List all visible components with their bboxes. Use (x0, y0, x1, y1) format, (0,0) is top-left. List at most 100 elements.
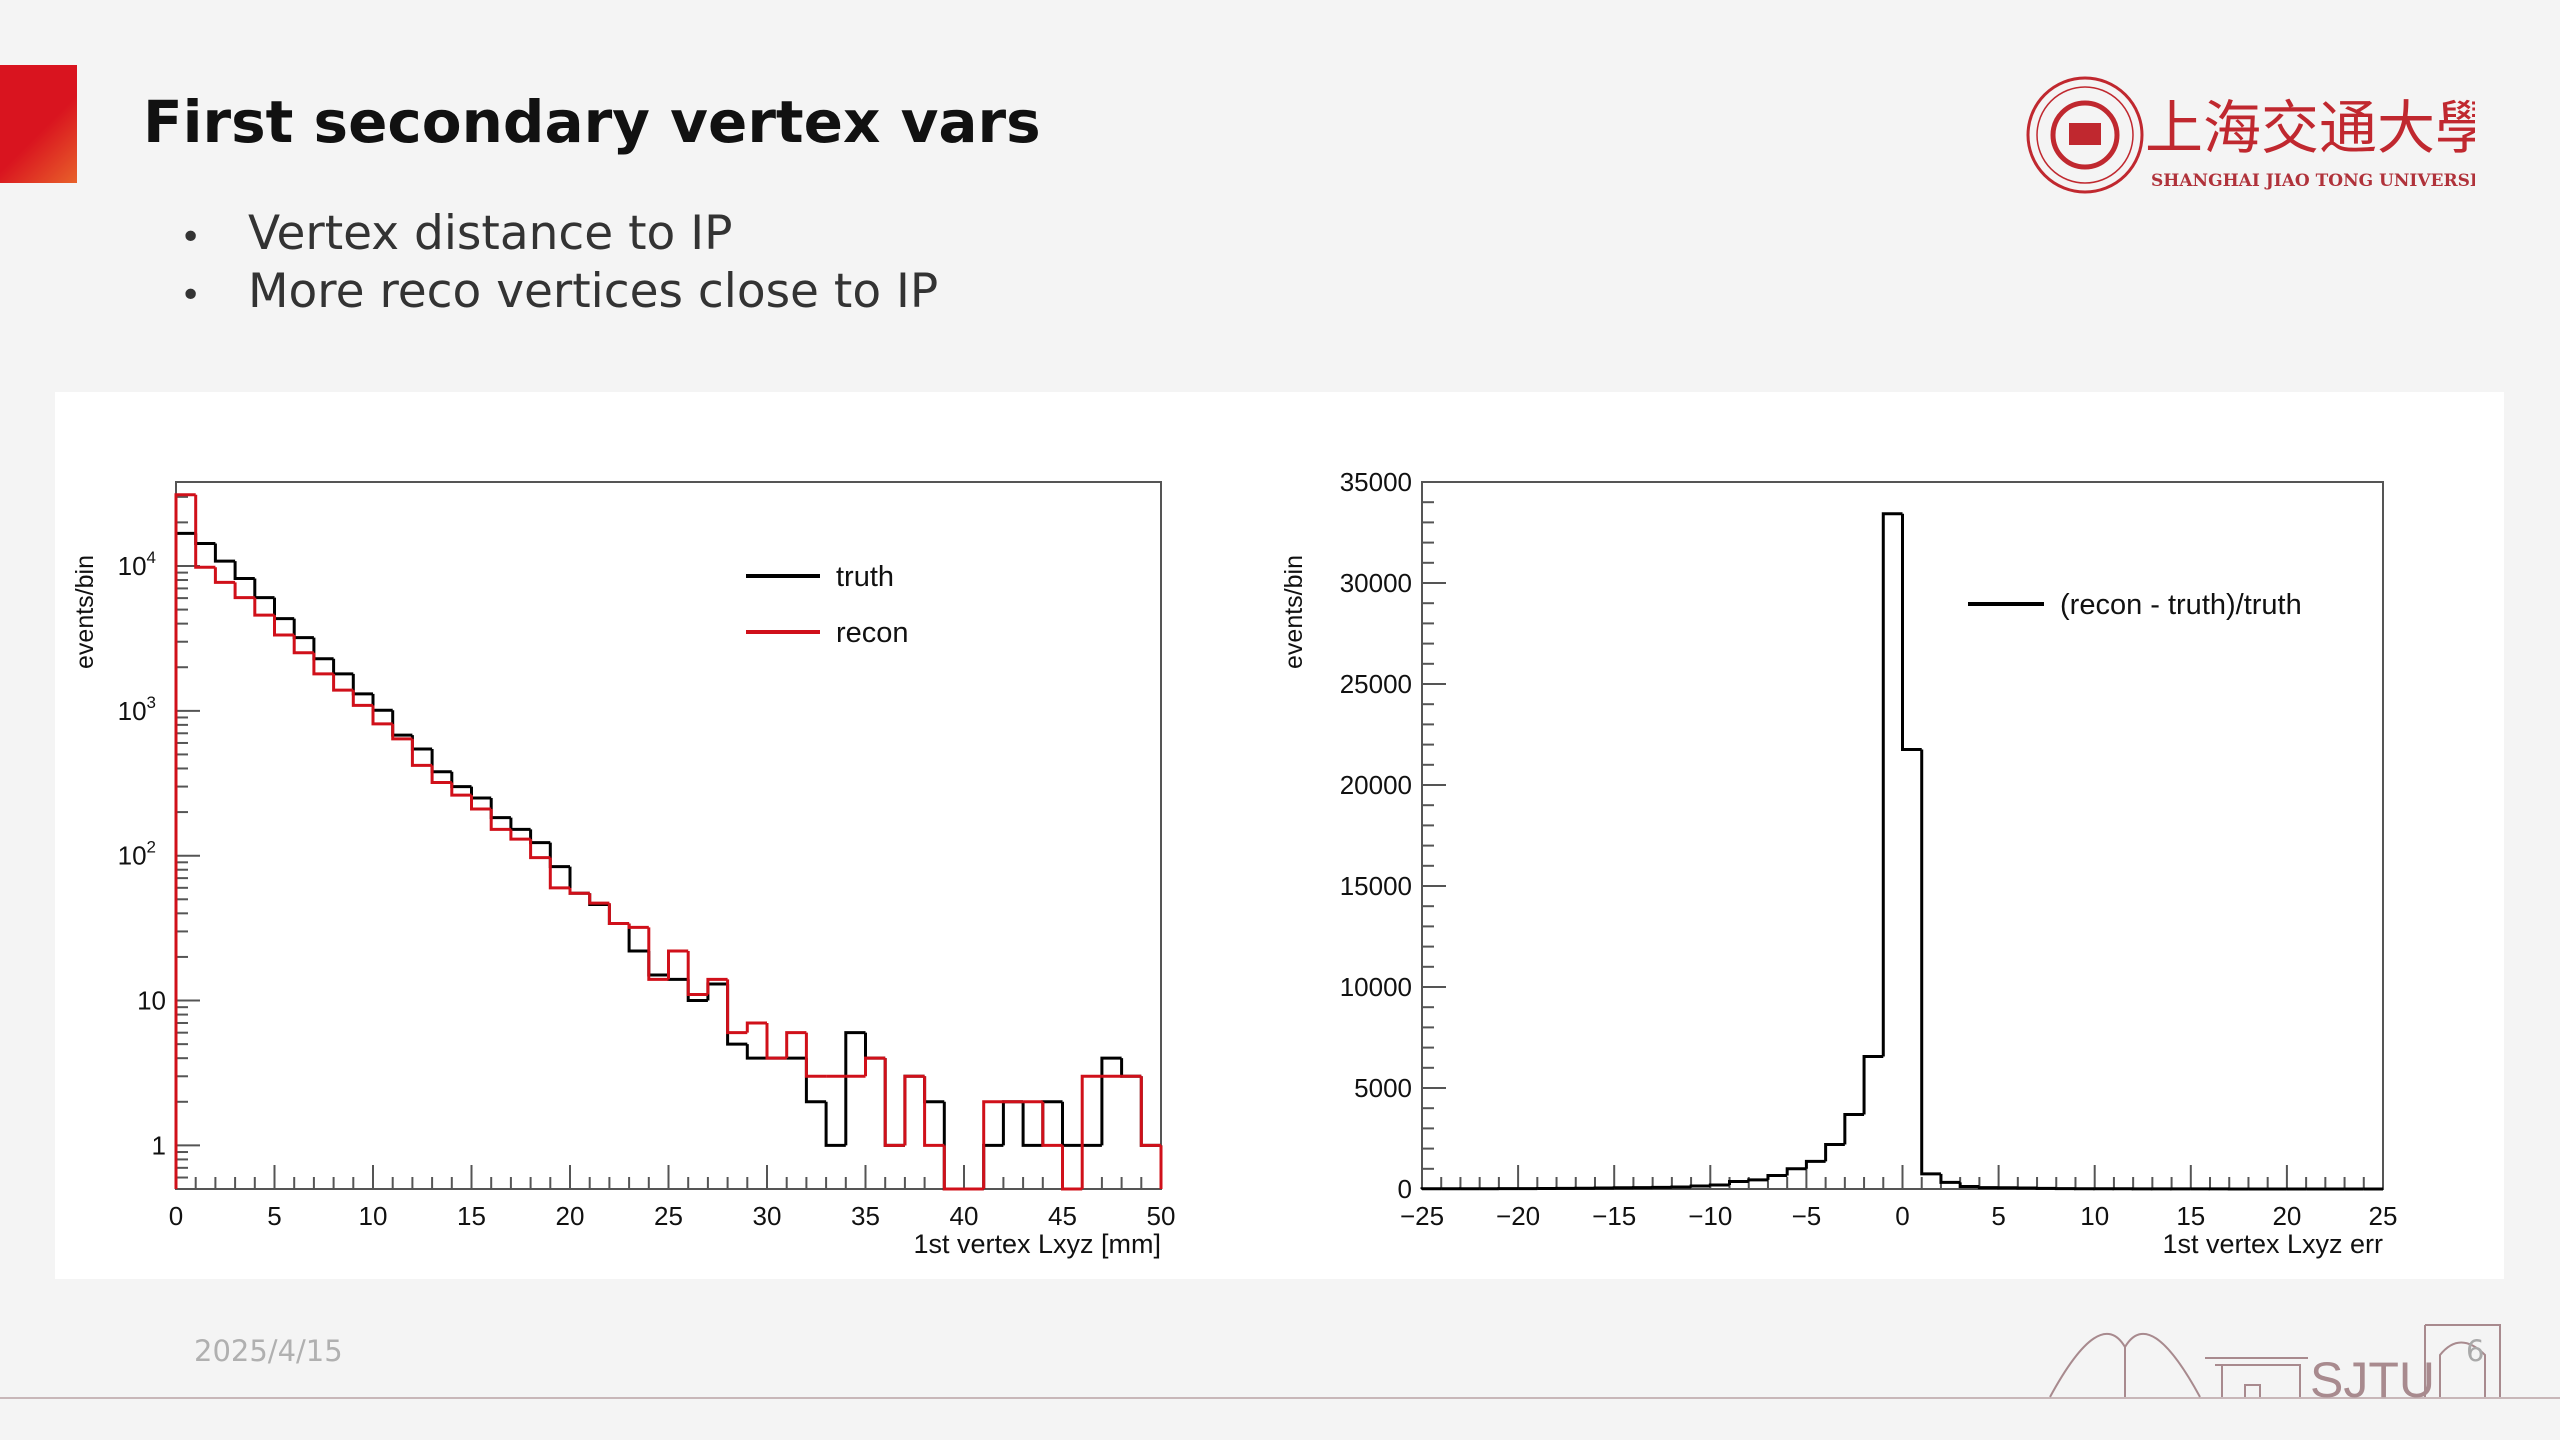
truth-bin (233, 561, 255, 580)
truth-bin (804, 1058, 827, 1104)
x-tick-label: 25 (654, 1201, 683, 1231)
slide-title: First secondary vertex vars (143, 88, 1041, 156)
y-axis-label: events/bin (71, 555, 99, 669)
x-tick-label: 45 (1048, 1201, 1077, 1231)
bullet-icon: • (180, 217, 202, 258)
chart-panel (55, 392, 2504, 1279)
truth-bin (903, 1074, 925, 1146)
x-tick-label: 5 (1991, 1201, 2005, 1231)
recon-bin (233, 582, 255, 600)
recon-bin (351, 690, 373, 707)
truth-bin (410, 735, 433, 751)
truth-bin (942, 1101, 964, 1191)
x-tick-label: −15 (1592, 1201, 1636, 1231)
y-tick-label: 25000 (1340, 669, 1412, 699)
truth-bin (1100, 1056, 1122, 1146)
recon-bin (706, 977, 728, 995)
truth-bin (844, 1031, 866, 1146)
x-tick-label: 35 (851, 1201, 880, 1231)
logo-chinese-text: 上海交通大學 (2145, 94, 2475, 162)
truth-bin (489, 798, 511, 820)
y-tick-base: 10 (118, 696, 147, 726)
chart-2: −25 −20 −15 −10 −5 0 5 10 15 20 25 0 5000 10000 15000 2… (1280, 467, 2397, 1259)
truth-bin (1041, 1100, 1063, 1146)
truth-bin (253, 578, 275, 600)
truth-bin (509, 817, 531, 831)
y-tick-base: 10 (118, 841, 147, 871)
truth-bin (391, 710, 413, 737)
recon-bin (529, 839, 551, 860)
y-tick-exponent: 2 (147, 838, 156, 857)
truth-bin (824, 1101, 846, 1147)
recon-truth-truth-bin (1920, 749, 1941, 1176)
recon-bin (686, 950, 708, 997)
recon-truth-truth-bin (1785, 1167, 1807, 1176)
recon-bin (864, 1056, 886, 1077)
x-tick-label: 0 (169, 1201, 183, 1231)
recon-truth-truth-bin (1824, 1143, 1845, 1162)
recon-bin (607, 903, 630, 926)
y-tick-base: 10 (118, 551, 147, 581)
x-tick-label: 0 (1895, 1201, 1909, 1231)
x-tick-label: 10 (359, 1201, 388, 1231)
y-tick-label: 102 (118, 838, 156, 871)
recon-bin (332, 673, 354, 692)
accent-block (0, 65, 77, 183)
recon-truth-truth-bin (1747, 1178, 1768, 1182)
y-tick-base: 0 (1398, 1174, 1412, 1204)
truth-bin (1061, 1101, 1083, 1147)
recon-bin (253, 597, 275, 617)
footer-divider (0, 1397, 2560, 1399)
y-tick-base: 10 (137, 986, 166, 1016)
x-tick-label: −20 (1496, 1201, 1540, 1231)
recon-bin (1139, 1076, 1161, 1147)
truth-bin (450, 771, 472, 789)
recon-bin (1061, 1145, 1083, 1191)
truth-bin (371, 693, 393, 712)
recon-bin (410, 738, 433, 767)
recon-bin (450, 782, 472, 797)
x-tick-label: 10 (2080, 1201, 2109, 1231)
truth-bin (529, 829, 551, 845)
truth-bin (607, 904, 630, 926)
truth-bin (627, 923, 649, 953)
x-tick-label: −25 (1400, 1201, 1444, 1231)
y-tick-exponent: 3 (147, 693, 156, 712)
x-tick-label: 25 (2369, 1201, 2398, 1231)
y-tick-label: 15000 (1340, 871, 1412, 901)
truth-bin (213, 543, 236, 563)
legend-label: truth (836, 561, 894, 593)
truth-bin (883, 1058, 905, 1147)
recon-bin (903, 1074, 925, 1146)
slide-date: 2025/4/15 (194, 1334, 343, 1368)
bullet-item: • More reco vertices close to IP (180, 263, 938, 321)
recon-truth-truth-bin (1881, 512, 1903, 1057)
x-tick-label: 20 (556, 1201, 585, 1231)
y-tick-exponent: 4 (147, 548, 156, 567)
y-tick-label: 1 (152, 1130, 166, 1160)
y-tick-base: 1 (152, 1130, 166, 1160)
recon-bin (765, 1022, 787, 1060)
truth-bin (1001, 1100, 1024, 1146)
recon-bin (174, 493, 196, 1189)
truth-bin (982, 1143, 1004, 1189)
recon-bin (470, 795, 492, 811)
recon-bin (568, 887, 590, 895)
sjtu-skyline-icon: SJTU (2049, 1324, 2501, 1405)
x-tick-label: 15 (2176, 1201, 2205, 1231)
recon-truth-truth-bin (1766, 1173, 1788, 1180)
recon-bin (667, 949, 689, 980)
truth-bin (1139, 1076, 1161, 1147)
recon-truth-truth-bin (1977, 1186, 1999, 1190)
y-tick-label: 35000 (1340, 467, 1412, 497)
y-tick-base: 20000 (1340, 770, 1412, 800)
recon-bin (548, 857, 570, 890)
y-tick-label: 5000 (1354, 1073, 1412, 1103)
truth-bin (273, 597, 295, 621)
bullet-icon: • (180, 275, 202, 316)
recon-bin (312, 652, 334, 676)
x-axis-label: 1st vertex Lxyz err (2162, 1229, 2383, 1259)
recon-bin (1080, 1074, 1102, 1189)
truth-bin (647, 950, 669, 977)
recon-bin (627, 923, 649, 929)
